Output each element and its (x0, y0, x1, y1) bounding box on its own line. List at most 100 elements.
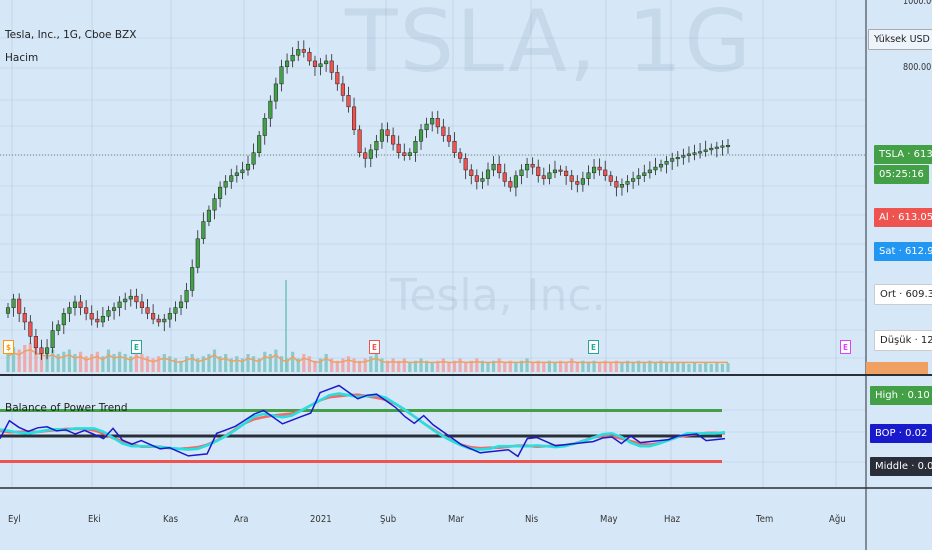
volume-bar (620, 363, 624, 372)
indicator-tag-name: High (875, 390, 898, 401)
volume-bar (106, 349, 111, 372)
candle-body (117, 301, 122, 308)
volume-label[interactable]: Hacim (5, 52, 39, 64)
price-tag-sat[interactable]: Sat · 612.90 (874, 242, 932, 261)
indicator-tag-name: Middle (875, 461, 909, 472)
volume-bar (45, 351, 49, 372)
volume-bar (681, 362, 685, 372)
price-tag-al[interactable]: Al · 613.05 (874, 208, 932, 227)
event-marker-3[interactable]: E (588, 340, 599, 354)
candle-body (385, 129, 390, 136)
volume-bar (452, 360, 457, 372)
volume-bar (335, 360, 339, 372)
price-candles (5, 40, 731, 360)
candle-body (78, 301, 83, 308)
indicator-tag-bop[interactable]: BOP · 0.02 (870, 424, 932, 443)
candle-body (268, 100, 273, 119)
candle-body (647, 169, 652, 174)
candle-body (296, 49, 301, 56)
candle-body (536, 166, 541, 176)
volume-bar (653, 363, 658, 372)
candle-body (725, 145, 731, 148)
candle-body (636, 175, 641, 179)
candle-body (89, 313, 94, 320)
event-marker-0[interactable]: $ (3, 340, 14, 354)
time-label-0: Eyl (8, 514, 21, 525)
volume-bar (441, 358, 445, 372)
volume-bar (318, 358, 323, 372)
candle-body (580, 178, 585, 185)
candle-body (658, 163, 664, 168)
candle-body (480, 178, 485, 182)
time-label-4: 2021 (310, 514, 332, 525)
candle-body (619, 184, 625, 188)
volume-bar (720, 363, 725, 372)
candle-body (251, 152, 256, 165)
high-tag[interactable]: Yüksek USD (868, 29, 932, 50)
indicator-label[interactable]: Balance of Power Trend (5, 402, 128, 414)
event-marker-2[interactable]: E (369, 340, 380, 354)
candle-body (586, 172, 591, 179)
volume-bar (491, 360, 496, 372)
candle-body (608, 175, 613, 182)
volume-bar (609, 363, 613, 372)
price-tag-countdown[interactable]: 05:25:16 (874, 165, 929, 184)
indicator-tag-high[interactable]: High · 0.10 (870, 386, 932, 405)
candle-body (257, 135, 262, 153)
candle-body (458, 152, 463, 159)
volume-bar (302, 354, 306, 372)
price-tag-ort[interactable]: Ort · 609.37 (874, 284, 932, 305)
candle-body (653, 166, 658, 171)
volume-bar (218, 356, 222, 372)
volume-bar (134, 351, 138, 372)
volume-bar (447, 363, 451, 372)
volume-bar (56, 354, 60, 372)
volume-bar (397, 360, 401, 372)
candle-body (145, 307, 150, 314)
volume-bar (151, 358, 155, 372)
candle-body (212, 198, 217, 211)
volume-bar (486, 363, 490, 372)
price-tag-value: · 129.88 (914, 335, 932, 346)
volume-bar (157, 356, 161, 372)
volume-bar (425, 360, 429, 372)
candle-body (363, 152, 368, 159)
event-marker-4[interactable]: E (840, 340, 851, 354)
volume-bar (39, 349, 44, 372)
watermark-company: Tesla, Inc. (390, 270, 606, 321)
event-marker-1[interactable]: E (131, 340, 142, 354)
candle-body (703, 149, 708, 152)
candle-body (134, 295, 139, 303)
volume-bar (458, 358, 462, 372)
time-label-6: Mar (448, 514, 465, 525)
candle-body (56, 324, 61, 331)
volume-bar (436, 360, 440, 372)
volume-bar (514, 363, 518, 372)
volume-bar (676, 363, 680, 372)
indicator-tag-middle[interactable]: Middle · 0.00 (870, 457, 932, 476)
volume-bar (698, 363, 702, 372)
price-tag-tsla[interactable]: TSLA · 613.10 (874, 145, 932, 164)
time-label-8: May (600, 514, 618, 525)
candle-body (670, 158, 675, 162)
candle-body (273, 83, 278, 102)
candle-body (190, 267, 195, 291)
volume-bar (145, 356, 150, 372)
volume-bar (665, 363, 669, 372)
symbol-title[interactable]: Tesla, Inc., 1G, Cboe BZX (5, 29, 137, 41)
price-tag-düşük[interactable]: Düşük · 129.88 (874, 330, 932, 351)
candle-body (513, 175, 518, 188)
volume-bar (480, 360, 485, 372)
volume-bar (51, 349, 55, 372)
volume-bar (519, 360, 524, 372)
candle-body (307, 52, 312, 62)
candle-body (502, 172, 507, 182)
candle-body (33, 336, 38, 349)
candle-body (379, 129, 385, 142)
volume-bar (363, 358, 367, 372)
volume-bar (542, 363, 546, 372)
candle-body (698, 151, 703, 154)
candle-body (128, 295, 133, 300)
candle-body (312, 60, 318, 67)
